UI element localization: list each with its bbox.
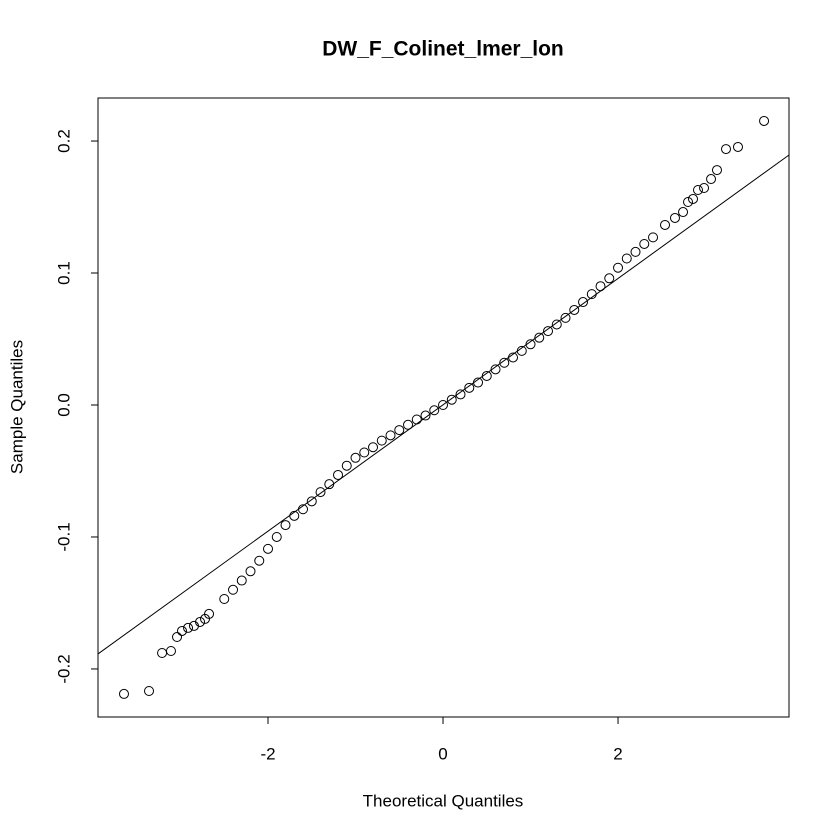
point [165, 646, 176, 657]
point [481, 370, 492, 381]
y-axis-label: Sample Quantiles [7, 340, 26, 474]
reference-line [97, 154, 790, 655]
point [534, 332, 545, 343]
point [204, 608, 215, 619]
point [706, 174, 717, 185]
point [254, 555, 265, 566]
point [394, 425, 405, 436]
point [499, 357, 510, 368]
point [648, 232, 659, 243]
point [376, 435, 387, 446]
point [271, 531, 282, 542]
y-tick-label: 0.0 [54, 393, 73, 417]
point [669, 212, 680, 223]
point [219, 594, 230, 605]
point [368, 442, 379, 453]
point [420, 410, 431, 421]
point [359, 447, 370, 458]
point [446, 394, 457, 405]
point [678, 207, 689, 218]
point [516, 345, 527, 356]
point [711, 165, 722, 176]
point [578, 297, 589, 308]
point [289, 510, 300, 521]
point [157, 647, 168, 658]
point [333, 469, 344, 480]
plot-frame [97, 97, 790, 718]
point [586, 289, 597, 300]
point [385, 430, 396, 441]
point [455, 389, 466, 400]
point [692, 184, 703, 195]
point [118, 688, 129, 699]
point [144, 685, 155, 696]
point [263, 543, 274, 554]
x-tick-label: 2 [613, 744, 622, 763]
x-tick-label: 0 [438, 744, 447, 763]
point [280, 520, 291, 531]
chart-title: DW_F_Colinet_lmer_lon [322, 38, 564, 61]
point [429, 405, 440, 416]
point [183, 622, 194, 633]
point [699, 183, 710, 194]
point [525, 339, 536, 350]
point [613, 262, 624, 273]
point [236, 575, 247, 586]
point [177, 625, 188, 636]
point [438, 399, 449, 410]
point [324, 479, 335, 490]
y-tick-label: -0.2 [54, 654, 73, 683]
point [720, 144, 731, 155]
point [543, 326, 554, 337]
y-tick-label: 0.2 [54, 129, 73, 153]
point [403, 419, 414, 430]
point [411, 414, 422, 425]
point [350, 452, 361, 463]
point [759, 115, 770, 126]
point [228, 584, 239, 595]
point [551, 319, 562, 330]
point [315, 487, 326, 498]
point [306, 496, 317, 507]
point [604, 273, 615, 284]
point [490, 364, 501, 375]
point [464, 382, 475, 393]
point [341, 460, 352, 471]
point [639, 238, 650, 249]
point [508, 352, 519, 363]
point [172, 632, 183, 643]
point [298, 504, 309, 515]
point [683, 197, 694, 208]
point [688, 193, 699, 204]
x-tick-label: -2 [260, 744, 275, 763]
point [630, 246, 641, 257]
point [595, 281, 606, 292]
point [660, 219, 671, 230]
point [560, 312, 571, 323]
x-axis-label: Theoretical Quantiles [363, 791, 524, 810]
point [732, 141, 743, 152]
y-tick-label: -0.1 [54, 522, 73, 551]
point [245, 566, 256, 577]
point [473, 377, 484, 388]
point [569, 304, 580, 315]
y-tick-label: 0.1 [54, 261, 73, 285]
point [621, 253, 632, 264]
point [195, 616, 206, 627]
